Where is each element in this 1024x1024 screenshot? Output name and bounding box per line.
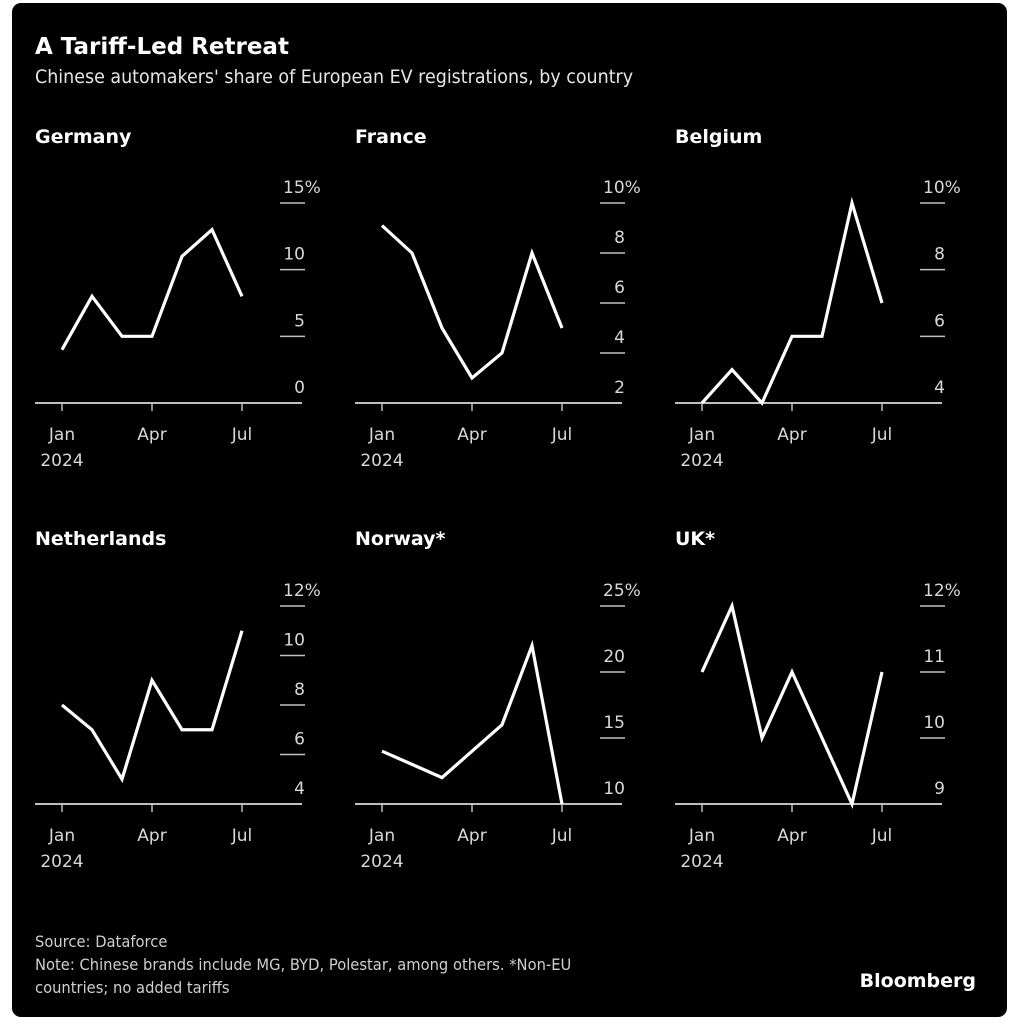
netherlands-y-tick-label: 8 xyxy=(294,680,305,700)
uk-x-tick-label: Jan xyxy=(688,826,715,846)
belgium-y-tick-label: 10% xyxy=(923,178,961,198)
france-x-tick-label: Apr xyxy=(457,425,486,445)
germany-y-tick-label: 10 xyxy=(283,245,305,265)
uk-y-tick-label: 9 xyxy=(934,779,945,799)
germany-x-tick-label: Jan xyxy=(48,425,75,445)
belgium-y-tick-label: 4 xyxy=(934,378,945,398)
germany-y-tick-label: 15% xyxy=(283,178,321,198)
uk-y-tick-label: 10 xyxy=(923,713,945,733)
norway-y-tick-label: 20 xyxy=(603,647,625,667)
netherlands-y-tick-label: 6 xyxy=(294,730,305,750)
netherlands-y-tick-label: 4 xyxy=(294,779,305,799)
footer-notes: Source: Dataforce Note: Chinese brands i… xyxy=(35,930,571,999)
france-series-line xyxy=(380,224,564,381)
france-x-tick-label: Jul xyxy=(551,425,573,445)
chart-title-germany: Germany xyxy=(35,126,132,148)
page-subtitle: Chinese automakers' share of European EV… xyxy=(35,66,634,88)
note-text-line2: countries; no added tariffs xyxy=(35,978,230,997)
uk-y-tick-label: 12% xyxy=(923,581,961,601)
france-x-year-label: 2024 xyxy=(360,451,403,471)
norway-x-tick-label: Jan xyxy=(368,826,395,846)
chart-title-france: France xyxy=(355,126,427,148)
france-y-tick-label: 8 xyxy=(614,228,625,248)
uk-x-year-label: 2024 xyxy=(680,852,723,872)
source-text: Source: Dataforce xyxy=(35,932,168,951)
netherlands-x-tick-label: Apr xyxy=(137,826,166,846)
bloomberg-logo: Bloomberg xyxy=(859,970,976,992)
netherlands-series-line xyxy=(60,630,244,784)
norway-y-tick-label: 15 xyxy=(603,713,625,733)
chart-title-uk: UK* xyxy=(675,528,716,550)
chart-title-belgium: Belgium xyxy=(675,126,763,148)
germany-x-tick-label: Apr xyxy=(137,425,166,445)
france-y-tick-label: 2 xyxy=(614,378,625,398)
belgium-x-tick-label: Jan xyxy=(688,425,715,445)
belgium-x-tick-label: Jul xyxy=(871,425,893,445)
netherlands-x-tick-label: Jan xyxy=(48,826,75,846)
netherlands-x-year-label: 2024 xyxy=(40,852,83,872)
germany-x-year-label: 2024 xyxy=(40,451,83,471)
belgium-y-tick-label: 6 xyxy=(934,311,945,331)
france-x-tick-label: Jan xyxy=(368,425,395,445)
france-y-tick-label: 6 xyxy=(614,278,625,298)
germany-y-tick-label: 5 xyxy=(294,311,305,331)
netherlands-y-tick-label: 10 xyxy=(283,631,305,651)
uk-x-tick-label: Jul xyxy=(871,826,893,846)
norway-series-line xyxy=(381,639,564,805)
netherlands-x-tick-label: Jul xyxy=(231,826,253,846)
norway-x-year-label: 2024 xyxy=(360,852,403,872)
chart-panel xyxy=(12,3,1007,1017)
norway-x-tick-label: Apr xyxy=(457,826,486,846)
belgium-x-tick-label: Apr xyxy=(777,425,806,445)
note-text-line1: Note: Chinese brands include MG, BYD, Po… xyxy=(35,955,572,974)
norway-y-tick-label: 10 xyxy=(603,779,625,799)
germany-y-tick-label: 0 xyxy=(294,378,305,398)
belgium-series-line xyxy=(700,196,884,406)
belgium-y-tick-label: 8 xyxy=(934,245,945,265)
netherlands-y-tick-label: 12% xyxy=(283,581,321,601)
chart-title-netherlands: Netherlands xyxy=(35,528,167,550)
france-y-tick-label: 10% xyxy=(603,178,641,198)
germany-series-line xyxy=(60,227,244,351)
chart-title-norway: Norway* xyxy=(355,528,446,550)
belgium-x-year-label: 2024 xyxy=(680,451,723,471)
germany-x-tick-label: Jul xyxy=(231,425,253,445)
norway-x-tick-label: Jul xyxy=(551,826,573,846)
uk-series-line xyxy=(700,601,884,809)
france-y-tick-label: 4 xyxy=(614,328,625,348)
uk-x-tick-label: Apr xyxy=(777,826,806,846)
page-title: A Tariff-Led Retreat xyxy=(35,34,289,60)
norway-y-tick-label: 25% xyxy=(603,581,641,601)
uk-y-tick-label: 11 xyxy=(923,647,945,667)
